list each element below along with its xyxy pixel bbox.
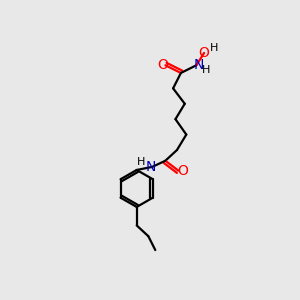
Text: O: O — [199, 46, 210, 60]
Text: H: H — [210, 43, 218, 52]
Text: O: O — [157, 58, 168, 72]
Text: N: N — [146, 160, 156, 174]
Text: N: N — [194, 58, 204, 72]
Text: H: H — [136, 157, 145, 166]
Text: H: H — [202, 65, 211, 75]
Text: O: O — [177, 164, 188, 178]
